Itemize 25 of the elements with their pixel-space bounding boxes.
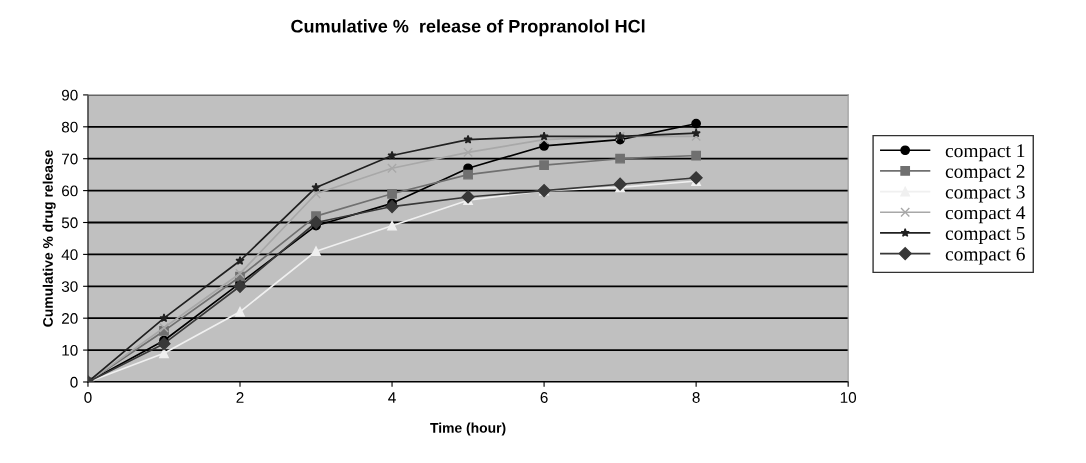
y-axis-title: Cumulative % drug release [42, 150, 56, 327]
x-tick-label: 2 [236, 392, 244, 403]
y-tick-label: 60 [62, 185, 78, 197]
y-tick-label: 50 [61, 217, 78, 229]
legend-label: compact 1 [945, 144, 1025, 162]
x-tick-label: 10 [840, 392, 857, 403]
y-tick-label: 70 [62, 153, 78, 165]
x-tick-label: 8 [692, 392, 700, 403]
legend-label: compact 3 [945, 185, 1025, 203]
y-tick-label: 80 [61, 121, 78, 133]
y-tick-label: 30 [61, 281, 78, 292]
legend-label: compact 4 [945, 206, 1026, 224]
legend-label: compact 6 [945, 247, 1025, 265]
x-tick-label: 4 [388, 392, 396, 403]
y-tick-label: 20 [62, 313, 78, 324]
y-tick-label: 40 [61, 249, 78, 261]
y-tick-label: 0 [70, 376, 78, 388]
x-axis-title: Time (hour) [430, 422, 506, 436]
chart-title: Cumulative % release of Propranolol HCl [291, 19, 645, 37]
x-tick-label: 6 [540, 392, 548, 403]
legend-label: compact 5 [945, 227, 1025, 244]
y-tick-label: 90 [61, 89, 78, 101]
y-tick-label: 10 [62, 344, 78, 356]
x-tick-label: 0 [84, 392, 92, 403]
legend-label: compact 2 [945, 164, 1025, 182]
